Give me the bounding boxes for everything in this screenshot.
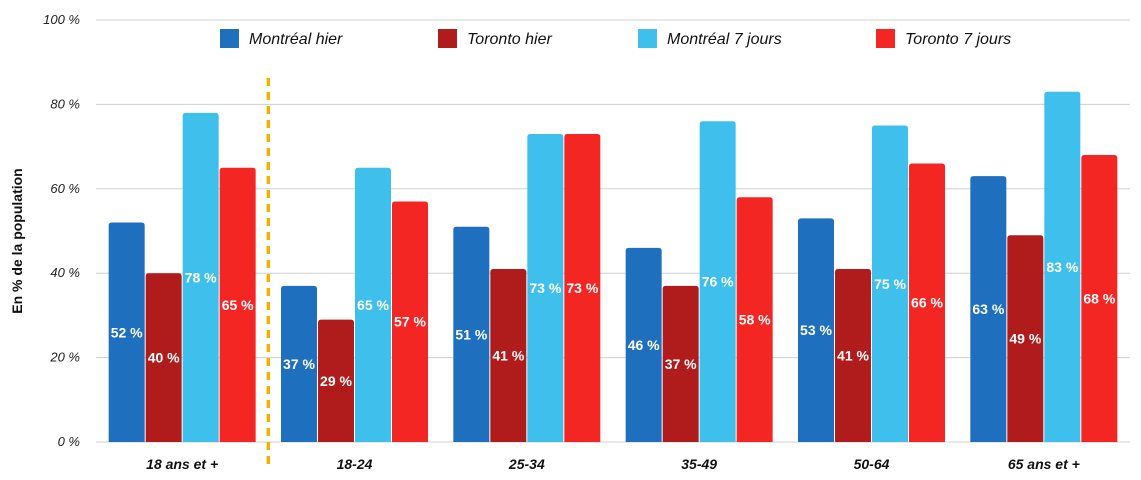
- data-label: 41 %: [837, 347, 869, 363]
- legend-swatch: [438, 29, 457, 48]
- data-label: 41 %: [492, 347, 524, 363]
- bar: [490, 268, 527, 442]
- data-label: 53 %: [800, 322, 832, 338]
- y-tick-label: 80 %: [50, 96, 80, 111]
- y-tick-label: 60 %: [50, 181, 80, 196]
- data-label: 49 %: [1009, 331, 1041, 347]
- bar: [736, 197, 773, 442]
- x-category-label: 65 ans et +: [1008, 456, 1080, 472]
- legend-label: Montréal hier: [249, 31, 343, 48]
- data-label: 63 %: [972, 301, 1004, 317]
- data-label: 52 %: [111, 324, 143, 340]
- data-label: 51 %: [455, 326, 487, 342]
- legend-label: Toronto hier: [467, 31, 552, 48]
- bar: [970, 176, 1007, 442]
- bar: [527, 133, 564, 442]
- bar: [219, 167, 256, 442]
- bar: [909, 163, 945, 443]
- bar: [145, 273, 182, 442]
- bar: [182, 112, 219, 442]
- legend-swatch: [220, 29, 239, 48]
- data-label: 66 %: [911, 295, 943, 311]
- bar: [453, 226, 490, 442]
- data-label: 58 %: [739, 312, 771, 328]
- bar: [564, 133, 601, 442]
- data-label: 40 %: [148, 350, 180, 366]
- bar: [699, 121, 736, 442]
- data-label: 83 %: [1046, 259, 1078, 275]
- data-label: 76 %: [702, 274, 734, 290]
- bar: [625, 247, 662, 442]
- bar: [281, 285, 317, 442]
- data-label: 78 %: [185, 269, 217, 285]
- bar: [392, 201, 428, 442]
- data-label: 73 %: [529, 280, 561, 296]
- y-tick-label: 20 %: [49, 350, 80, 365]
- legend-label: Toronto 7 jours: [905, 31, 1011, 48]
- data-label: 37 %: [665, 356, 697, 372]
- data-label: 46 %: [628, 337, 660, 353]
- data-label: 75 %: [874, 276, 906, 292]
- data-label: 37 %: [283, 356, 315, 372]
- y-tick-label: 100 %: [43, 12, 80, 27]
- bar: [662, 285, 699, 442]
- x-category-label: 35-49: [681, 456, 717, 472]
- data-label: 68 %: [1083, 291, 1115, 307]
- legend-label: Montréal 7 jours: [667, 31, 782, 48]
- bar: [872, 125, 908, 442]
- bar: [798, 218, 834, 442]
- bar: [835, 268, 871, 442]
- bar: [318, 319, 354, 442]
- x-category-label: 25-34: [508, 456, 545, 472]
- bar: [108, 222, 145, 442]
- x-category-label: 18-24: [337, 456, 373, 472]
- bar: [1007, 235, 1044, 442]
- legend-swatch: [876, 29, 895, 48]
- data-label: 65 %: [357, 297, 389, 313]
- y-tick-label: 0 %: [58, 434, 80, 449]
- x-category-label: 50-64: [854, 456, 890, 472]
- data-label: 73 %: [566, 280, 598, 296]
- y-tick-label: 40 %: [50, 265, 80, 280]
- data-label: 29 %: [320, 373, 352, 389]
- bar: [1044, 91, 1081, 443]
- x-category-label: 18 ans et +: [146, 456, 218, 472]
- y-axis-label: En % de la population: [9, 168, 25, 313]
- data-label: 65 %: [222, 297, 254, 313]
- bar: [1081, 155, 1118, 443]
- legend-swatch: [638, 29, 657, 48]
- bar: [355, 167, 391, 442]
- data-label: 57 %: [394, 314, 426, 330]
